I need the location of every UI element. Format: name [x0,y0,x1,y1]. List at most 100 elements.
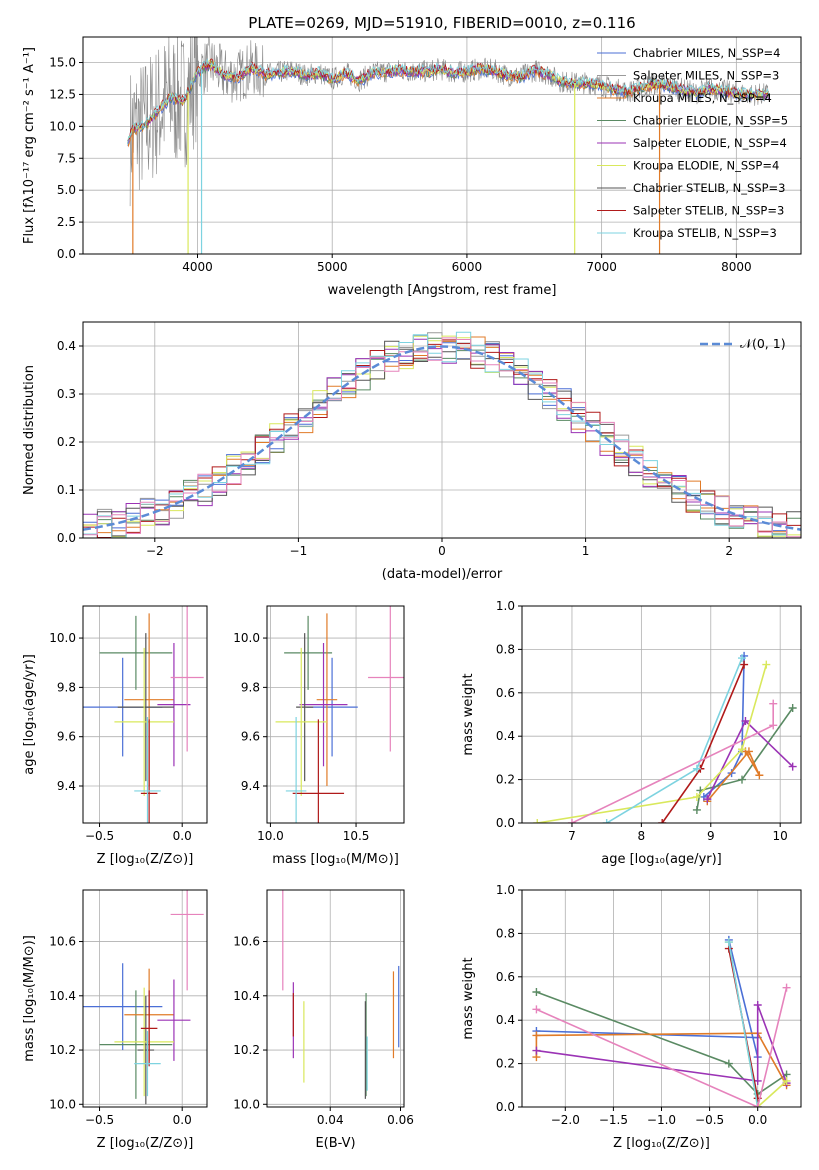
weight-marker [755,771,764,780]
figure-title: PLATE=0269, MJD=51910, FIBERID=0010, z=0… [248,14,635,32]
x-tick-label: −1.5 [599,1113,628,1127]
weight-marker [738,745,747,754]
x-tick-label: 8 [638,829,646,843]
errorbar-point [140,719,158,823]
y-tick-label: 0.2 [496,1057,515,1071]
normal-reference-curve [83,345,801,531]
y-tick-label: 0.6 [496,970,515,984]
axes-frame [82,889,208,1108]
y-tick-label: 0.4 [496,1013,515,1027]
x-tick-label: 0 [438,544,446,558]
x-tick-label: 1 [582,544,590,558]
x-tick-label: 2 [725,544,733,558]
weight-series [533,660,771,823]
y-tick-label: 10.0 [49,631,76,645]
weight-line [536,987,788,1107]
y-tick-label: 9.6 [57,730,76,744]
errorbar-point [285,716,307,823]
model-spectrum [127,58,770,145]
errorbar-point [299,642,348,767]
y-tick-label: 9.6 [241,730,260,744]
x-tick-label: −0.5 [85,829,114,843]
x-tick-label: 8000 [721,260,752,274]
x-axis-label: age [log₁₀(age/yr)] [601,852,722,867]
y-tick-label: 10.0 [233,1097,260,1111]
weight-marker [703,795,712,804]
y-tick-label: 0.0 [496,816,515,830]
weight-series [724,938,762,1107]
histogram-series [83,337,801,538]
y-tick-label: 0.1 [57,483,76,497]
y-tick-label: 1.0 [496,883,515,897]
weight-series [532,935,762,1062]
axes-frame [266,605,405,824]
weight-marker [788,703,797,712]
weight-marker [769,699,778,708]
legend-label: 𝒩(0, 1) [740,336,786,351]
weight-marker [762,660,771,669]
weight-line [703,655,745,798]
y-tick-label: 10.2 [49,1043,76,1057]
y-tick-label: 9.8 [241,680,260,694]
grid [267,890,404,1107]
legend-label: Salpeter MILES, N_SSP=3 [633,69,779,83]
x-tick-label: 7 [568,829,576,843]
weight-marker [724,1059,733,1068]
x-tick-label: −2 [146,544,164,558]
grid [83,890,207,1107]
x-tick-label: 7000 [586,260,617,274]
x-axis-label: mass [log₁₀(M/M⊙)] [272,852,399,867]
x-tick-label: 0.04 [317,1113,344,1127]
y-tick-label: 1.0 [496,599,515,613]
y-axis-label: age [log₁₀(age/yr)] [22,654,37,775]
y-axis-label: mass [log₁₀(M/M⊙)] [22,935,37,1062]
weight-marker [769,721,778,730]
y-axis-label: mass weight [461,957,476,1039]
legend-label: Salpeter STELIB, N_SSP=3 [633,204,784,218]
weight-series [532,983,791,1107]
plot-area [282,890,400,1099]
weight-marker [532,1005,541,1014]
legend-label: Chabrier MILES, N_SSP=4 [633,46,780,60]
x-tick-label: 0.0 [748,1113,767,1127]
y-tick-label: 0.8 [496,642,515,656]
x-axis-label: wavelength [Angstrom, rest frame] [328,283,557,298]
weight-marker [753,1001,762,1010]
errorbar-point [368,606,404,752]
panel-mass-vs-Z: −0.5 0.0 10.0 10.2 10.4 10.6 Z [log₁₀(Z/Z⊙)] ma… [22,889,208,1151]
weight-marker [738,775,747,784]
y-tick-label: 10.0 [49,1097,76,1111]
legend-label: Kroupa MILES, N_SSP=4 [633,91,772,105]
weight-marker [724,938,733,947]
y-tick-label: 12.5 [49,87,76,101]
errorbar-point [170,606,204,752]
grid [522,889,801,1108]
grid [267,606,404,823]
panel-age-vs-mass: 10.0 10.5 9.4 9.6 9.8 10.0 mass [log₁₀(M/M⊙)] [233,605,405,867]
weight-marker [602,819,611,823]
errorbar-point [316,613,338,787]
errorbar-point [284,615,333,690]
weight-marker [532,1046,541,1055]
axes-frame [266,889,405,1108]
weight-marker [692,764,701,773]
weight-marker [782,983,791,992]
errorbar-point [99,990,173,1099]
weight-marker [738,654,747,663]
errorbar-point [157,642,191,767]
panel-weight-vs-age: 7 8 9 10 0.0 0.2 0.4 0.6 0.8 1.0 age [log₁₀(age/yr… [461,599,802,867]
weight-line [537,664,768,823]
x-tick-label: 10.0 [257,829,284,843]
weight-marker [658,819,667,823]
legend: 𝒩(0, 1) [700,336,786,351]
plot-area [83,606,204,823]
panel-mass-vs-ebv: 0.04 0.06 10.0 10.2 10.4 10.6 E(B-V) [233,889,414,1151]
y-tick-label: 0.0 [496,1100,515,1114]
errorbar-point [275,647,327,796]
legend: Chabrier MILES, N_SSP=4 Salpeter MILES, N… [597,46,788,240]
x-tick-label: 9 [707,829,715,843]
x-axis-label: E(B-V) [315,1136,355,1151]
legend-label: Salpeter ELODIE, N_SSP=4 [633,136,787,150]
errorbar-point [117,633,174,782]
weight-series [703,747,764,806]
